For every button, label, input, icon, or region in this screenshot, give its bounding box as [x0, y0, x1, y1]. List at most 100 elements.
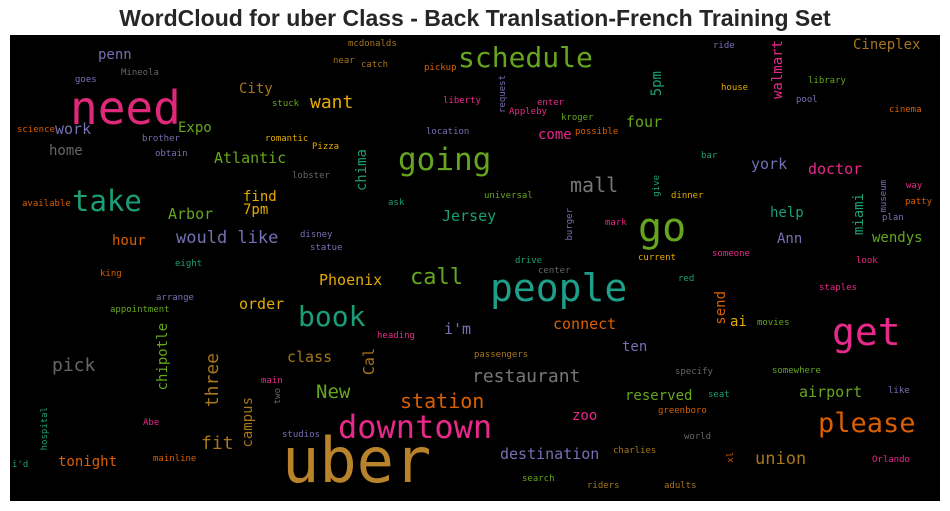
word-museum: museum: [879, 180, 889, 213]
word-location: location: [426, 127, 470, 137]
word-main: main: [261, 376, 283, 386]
word-statue: statue: [310, 243, 343, 253]
word-please: please: [818, 408, 916, 439]
word-king: king: [100, 269, 122, 279]
word-arbor: Arbor: [168, 205, 214, 223]
word-seat: seat: [708, 390, 730, 400]
word-library: library: [808, 76, 846, 86]
word-book: book: [298, 300, 366, 333]
word-adults: adults: [664, 481, 697, 491]
word-take: take: [72, 184, 142, 218]
word-union: union: [755, 449, 807, 469]
word-universal: universal: [484, 191, 533, 201]
word-come: come: [538, 127, 572, 143]
word-possible: possible: [575, 127, 619, 137]
word-cinema: cinema: [889, 105, 922, 115]
word-hour: hour: [112, 233, 146, 249]
word-current: current: [638, 253, 676, 263]
word-house: house: [721, 83, 749, 93]
word-greenboro: greenboro: [658, 406, 707, 416]
word-pickup: pickup: [424, 63, 457, 73]
word-wendys: wendys: [872, 230, 923, 246]
word-drive: drive: [515, 256, 543, 266]
word-abe: Abe: [143, 418, 160, 428]
word-new: New: [316, 381, 351, 403]
word-four: four: [626, 113, 663, 131]
word-ten: ten: [622, 339, 648, 355]
word-uber: uber: [282, 424, 432, 497]
word-specify: specify: [675, 367, 713, 377]
word-find: find: [243, 189, 277, 205]
word-pizza: Pizza: [312, 142, 340, 152]
word-connect: connect: [553, 315, 617, 333]
word-mainline: mainline: [153, 454, 197, 464]
word-brother: brother: [142, 134, 180, 144]
word-expo: Expo: [178, 120, 212, 136]
word-go: go: [638, 205, 687, 251]
word-pool: pool: [796, 95, 818, 105]
word-penn: penn: [98, 47, 132, 63]
word-orlando: Orlando: [872, 455, 910, 465]
word-schedule: schedule: [458, 41, 593, 74]
word-people: people: [490, 266, 628, 310]
word-look: look: [856, 256, 878, 266]
word-available: available: [22, 199, 71, 209]
word-passengers: passengers: [474, 350, 529, 360]
word-downtown: downtown: [338, 408, 493, 446]
word-movies: movies: [757, 318, 790, 328]
word-mineola: Mineola: [121, 68, 159, 78]
chart-title: WordCloud for uber Class - Back Tranlsat…: [119, 5, 831, 31]
word-hospital: hospital: [40, 407, 50, 451]
word-7pm: 7pm: [243, 202, 269, 218]
word-burger: burger: [565, 208, 575, 241]
word-romantic: romantic: [265, 134, 309, 144]
word-ann: Ann: [777, 231, 803, 247]
word-airport: airport: [799, 383, 863, 401]
word-destination: destination: [500, 445, 600, 463]
word-enter: enter: [537, 98, 565, 108]
word-chima: chima: [354, 149, 370, 192]
word-mcdonalds: mcdonalds: [348, 39, 397, 49]
word-disney: disney: [300, 230, 333, 240]
word-near: near: [333, 56, 355, 66]
word-charlies: charlies: [613, 446, 657, 456]
word-mall: mall: [570, 173, 619, 197]
word-home: home: [49, 143, 83, 159]
word-walmart: walmart: [770, 40, 786, 100]
word-heading: heading: [377, 331, 415, 341]
word-patty: patty: [905, 197, 933, 207]
word-atlantic: Atlantic: [214, 149, 287, 167]
word-help: help: [770, 205, 804, 221]
word-fit: fit: [201, 433, 234, 454]
word-request: request: [498, 75, 508, 113]
word-get: get: [832, 310, 901, 354]
word-kroger: kroger: [561, 113, 594, 123]
word-station: station: [400, 389, 485, 413]
word-plan: plan: [882, 213, 904, 223]
word-call: call: [410, 265, 463, 290]
word-tonight: tonight: [58, 454, 118, 470]
word-order: order: [239, 295, 285, 313]
word-someone: someone: [712, 249, 750, 259]
word-two: two: [273, 388, 283, 405]
word-5pm: 5pm: [649, 71, 665, 97]
word-doctor: doctor: [808, 160, 863, 178]
word-somewhere: somewhere: [772, 366, 821, 376]
word-bar: bar: [701, 151, 718, 161]
word-stuck: stuck: [272, 99, 300, 109]
word-city: City: [239, 81, 273, 97]
word-way: way: [906, 181, 923, 191]
word-like: like: [888, 386, 910, 396]
word-staples: staples: [819, 283, 857, 293]
word-send: send: [713, 291, 729, 325]
word-going: going: [398, 142, 492, 178]
word-riders: riders: [587, 481, 620, 491]
word-want: want: [310, 92, 354, 113]
word-dinner: dinner: [671, 191, 704, 201]
word-ask: ask: [388, 198, 405, 208]
word-appointment: appointment: [110, 305, 170, 315]
word-three: three: [202, 353, 223, 408]
word-science: science: [17, 125, 55, 135]
word-xl: xl: [726, 452, 736, 463]
word-mark: mark: [605, 218, 627, 228]
